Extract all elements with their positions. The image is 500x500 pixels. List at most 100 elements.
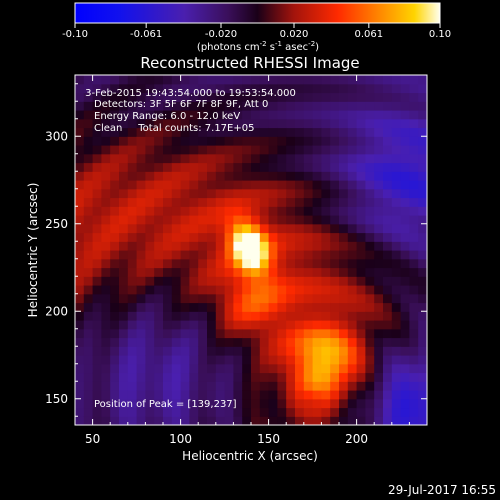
heatmap-cell xyxy=(136,390,146,400)
heatmap-cell xyxy=(119,145,129,155)
heatmap-cell xyxy=(189,188,199,199)
heatmap-cell xyxy=(303,250,314,260)
heatmap-cell xyxy=(136,363,146,374)
heatmap-cell xyxy=(145,153,155,164)
heatmap-cell xyxy=(400,398,410,409)
heatmap-cell xyxy=(409,110,419,120)
heatmap-cell xyxy=(136,276,146,286)
heatmap-cell xyxy=(101,363,111,374)
heatmap-cell xyxy=(339,136,349,146)
heatmap-cell xyxy=(321,311,331,321)
heatmap-cell xyxy=(154,337,164,347)
heatmap-cell xyxy=(242,197,252,207)
heatmap-cell xyxy=(374,302,384,312)
heatmap-cell xyxy=(75,293,85,304)
heatmap-cell xyxy=(295,267,305,277)
heatmap-cell xyxy=(321,250,331,260)
heatmap-cell xyxy=(347,153,358,164)
heatmap-cell xyxy=(154,267,164,277)
heatmap-cell xyxy=(400,136,410,146)
heatmap-cell xyxy=(286,381,296,391)
heatmap-cell xyxy=(418,372,427,382)
heatmap-cell xyxy=(110,171,120,181)
heatmap-cell xyxy=(92,276,102,286)
heatmap-cell xyxy=(365,136,375,146)
heatmap-cell xyxy=(277,320,287,330)
heatmap-cell xyxy=(154,250,164,260)
heatmap-cell xyxy=(365,293,375,304)
heatmap-cell xyxy=(242,223,252,234)
heatmap-cell xyxy=(145,241,155,251)
heatmap-cell xyxy=(312,188,322,199)
heatmap-cell xyxy=(295,162,305,172)
heatmap-cell xyxy=(312,407,322,417)
heatmap-cell xyxy=(356,153,366,164)
heatmap-cell xyxy=(400,346,410,356)
heatmap-cell xyxy=(119,276,129,286)
heatmap-cell xyxy=(127,355,138,365)
heatmap-cell xyxy=(215,390,226,400)
heatmap-cell xyxy=(154,162,164,172)
heatmap-cell xyxy=(391,92,402,102)
heatmap-cell xyxy=(383,75,393,85)
heatmap-cell xyxy=(171,407,182,417)
heatmap-cell xyxy=(374,258,384,269)
heatmap-cell xyxy=(409,232,419,242)
heatmap-cell xyxy=(356,127,366,137)
heatmap-cell xyxy=(127,153,138,164)
heatmap-cell xyxy=(224,346,234,356)
heatmap-cell xyxy=(303,83,314,94)
annotation-energy-range: Energy Range: 6.0 - 12.0 keV xyxy=(94,111,240,122)
heatmap-cell xyxy=(180,302,190,312)
heatmap-cell xyxy=(233,250,243,260)
heatmap-cell xyxy=(180,171,190,181)
heatmap-cell xyxy=(101,320,111,330)
heatmap-cell xyxy=(75,302,85,312)
heatmap-cell xyxy=(259,180,270,190)
heatmap-cell xyxy=(277,171,287,181)
heatmap-cell xyxy=(330,162,340,172)
heatmap-cell xyxy=(286,267,296,277)
heatmap-cell xyxy=(286,162,296,172)
heatmap-cell xyxy=(92,232,102,242)
heatmap-cell xyxy=(101,162,111,172)
heatmap-cell xyxy=(189,215,199,225)
heatmap-cell xyxy=(75,311,85,321)
heatmap-cell xyxy=(409,355,419,365)
heatmap-cell xyxy=(339,162,349,172)
heatmap-cell xyxy=(339,337,349,347)
heatmap-cell xyxy=(207,188,217,199)
heatmap-cell xyxy=(215,180,226,190)
heatmap-cell xyxy=(119,171,129,181)
heatmap-cell xyxy=(251,302,261,312)
heatmap-cell xyxy=(259,241,270,251)
heatmap-cell xyxy=(400,258,410,269)
heatmap-cell xyxy=(268,381,278,391)
heatmap-cell xyxy=(215,145,226,155)
heatmap-cell xyxy=(303,311,314,321)
heatmap-cell xyxy=(198,223,208,234)
heatmap-cell xyxy=(268,416,278,425)
heatmap-cell xyxy=(198,145,208,155)
heatmap-cell xyxy=(391,381,402,391)
heatmap-cell xyxy=(400,407,410,417)
heatmap-cell xyxy=(75,381,85,391)
heatmap-cell xyxy=(347,328,358,339)
heatmap-cell xyxy=(312,197,322,207)
heatmap-cell xyxy=(83,320,94,330)
heatmap-cell xyxy=(189,153,199,164)
heatmap-cell xyxy=(400,302,410,312)
heatmap-cell xyxy=(242,337,252,347)
heatmap-cell xyxy=(277,83,287,94)
heatmap-cell xyxy=(365,223,375,234)
heatmap-cell xyxy=(303,398,314,409)
heatmap-cell xyxy=(391,110,402,120)
heatmap-cell xyxy=(286,180,296,190)
heatmap-cell xyxy=(75,206,85,216)
heatmap-cell xyxy=(383,145,393,155)
heatmap-cell xyxy=(101,285,111,295)
heatmap-cell xyxy=(409,136,419,146)
heatmap-cell xyxy=(374,180,384,190)
heatmap-cell xyxy=(180,346,190,356)
heatmap-cell xyxy=(101,398,111,409)
